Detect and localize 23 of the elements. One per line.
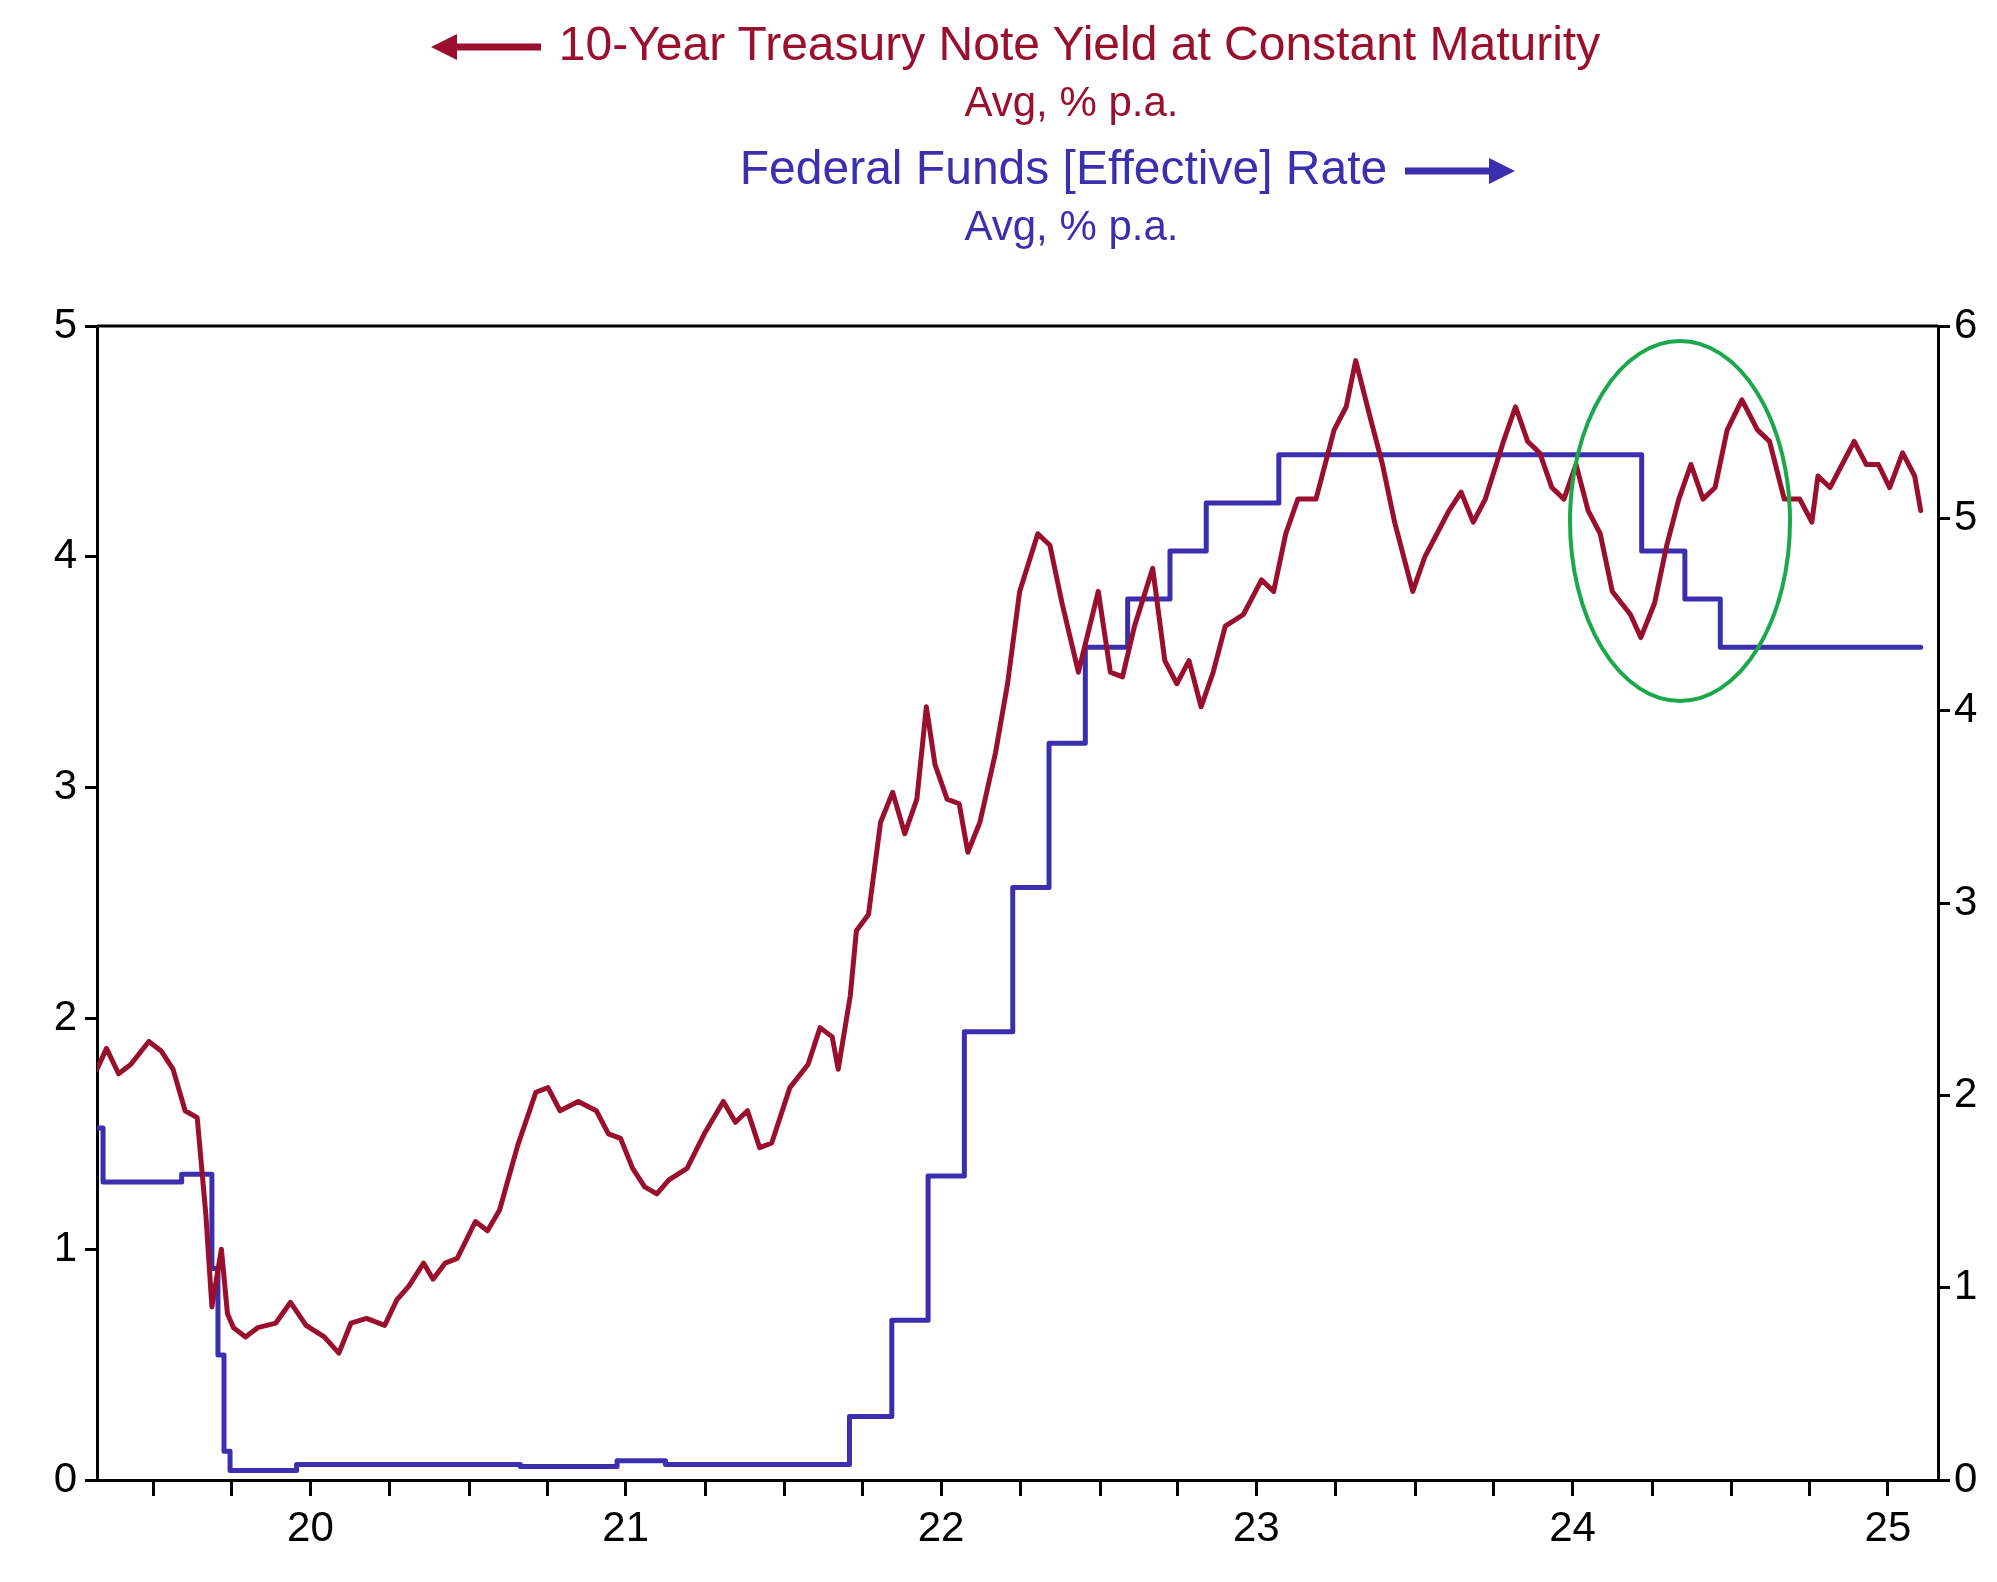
text: Avg, % p.a. — [963, 77, 1180, 127]
y2-tick-label: 6 — [1954, 299, 1978, 347]
y-tick-label: 1 — [53, 1222, 77, 1270]
y2-tick-label: 0 — [1954, 1453, 1978, 1501]
y-tick-label: 4 — [53, 530, 77, 578]
text: Avg, % p.a. — [963, 201, 1180, 251]
y-tick-label: 0 — [53, 1453, 77, 1501]
x-tick-label: 21 — [602, 1502, 650, 1550]
text: Federal Funds [Effective] Rate — [739, 141, 1388, 194]
y2-tick-label: 2 — [1954, 1068, 1978, 1116]
x-tick-label: 23 — [1233, 1502, 1280, 1550]
y2-tick-label: 4 — [1954, 684, 1978, 732]
y-tick-label: 2 — [53, 991, 77, 1039]
y2-tick-label: 3 — [1954, 876, 1978, 924]
x-tick-label: 25 — [1864, 1502, 1912, 1550]
x-tick-label: 24 — [1549, 1502, 1596, 1550]
y2-tick-label: 1 — [1954, 1261, 1978, 1309]
x-tick-label: 22 — [917, 1502, 965, 1550]
y-tick-label: 3 — [53, 761, 77, 809]
y2-tick-label: 5 — [1954, 491, 1978, 539]
y-tick-label: 5 — [53, 299, 77, 347]
x-tick-label: 20 — [287, 1502, 334, 1550]
legend-label: 10-Year Treasury Note Yield at Constant Maturity — [558, 17, 1601, 70]
